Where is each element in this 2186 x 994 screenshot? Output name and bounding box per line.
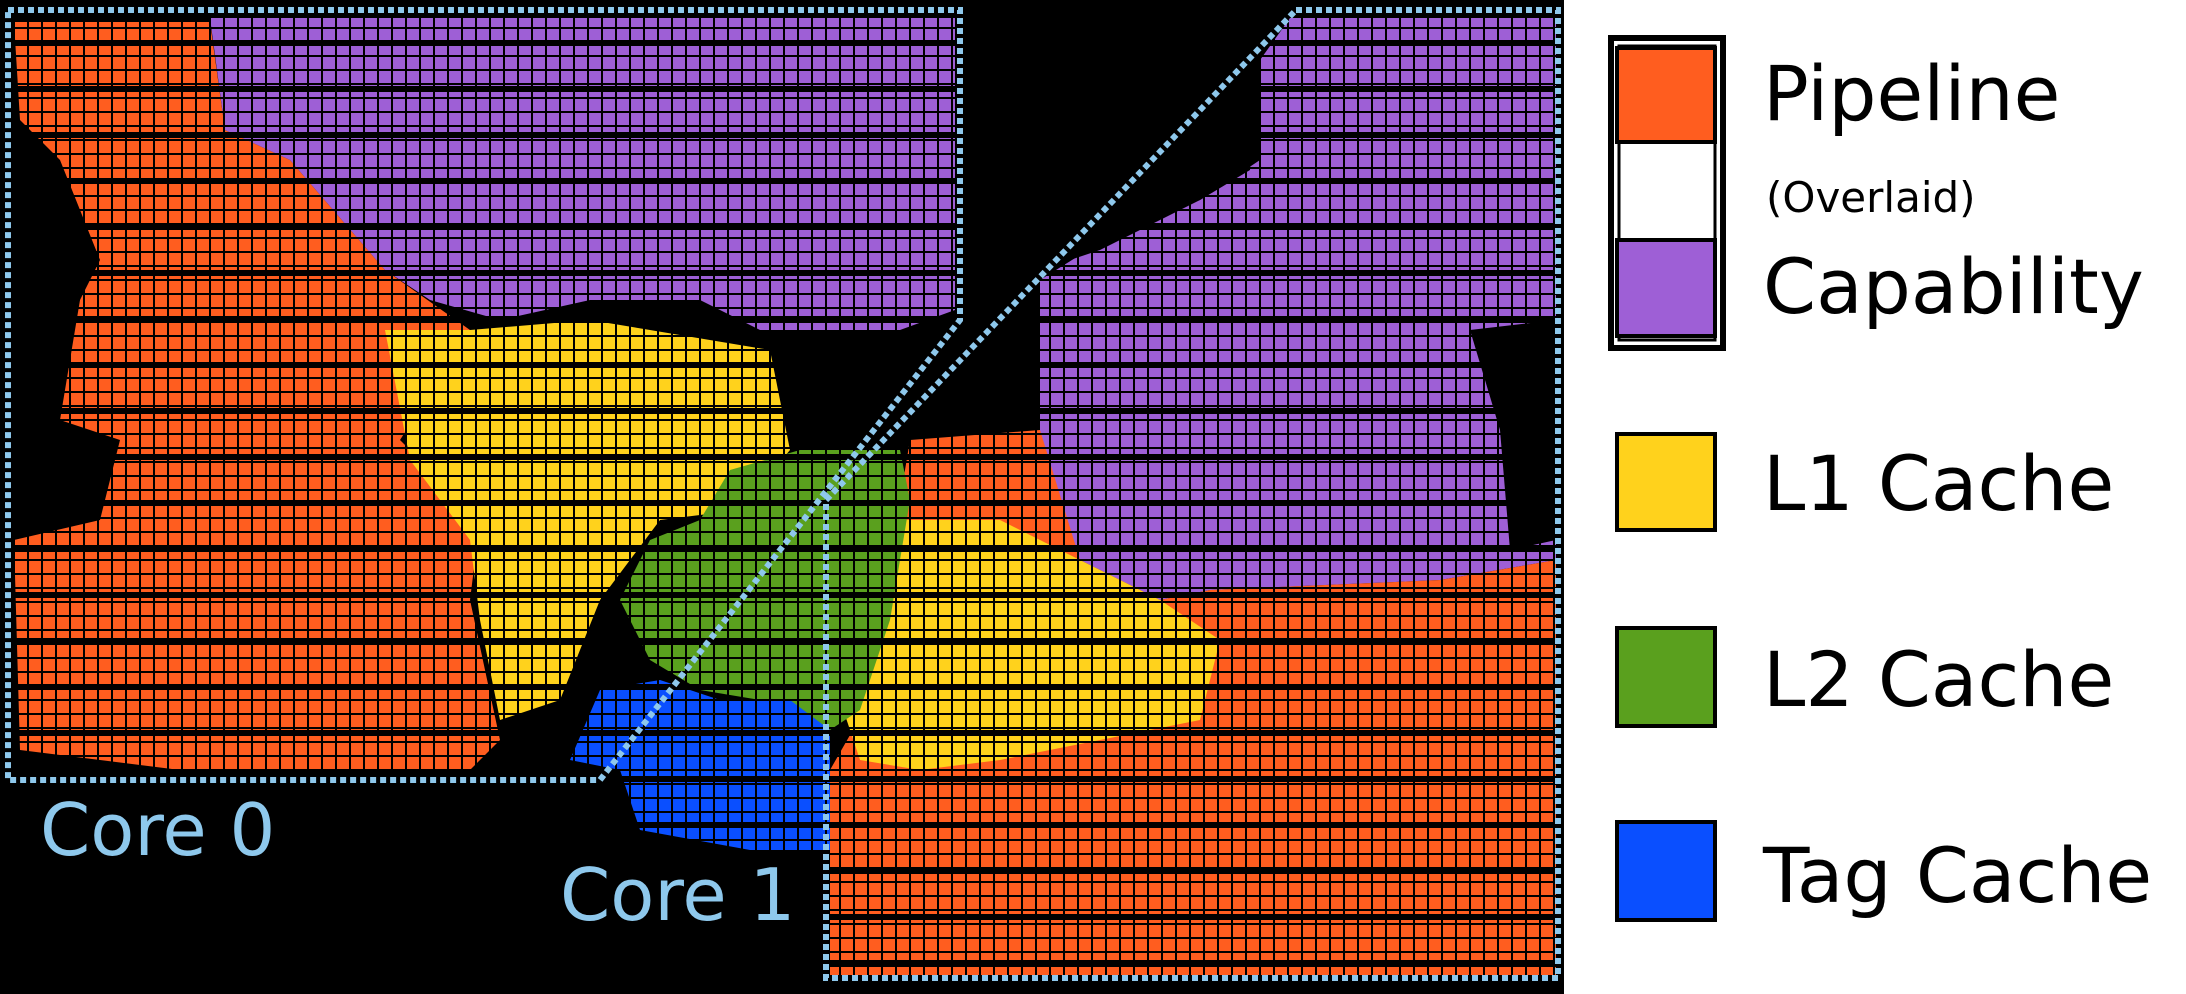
core1-label: Core 1: [560, 853, 795, 937]
l2-cache-swatch: [1615, 626, 1717, 728]
capability-label: Capability: [1763, 242, 2144, 331]
l2-cache-label: L2 Cache: [1763, 635, 2114, 724]
pipeline-swatch: [1615, 46, 1717, 144]
core0-label: Core 0: [40, 788, 275, 872]
tag-cache-label: Tag Cache: [1762, 831, 2152, 920]
cutouts: [14, 18, 1556, 975]
core1-outline: [823, 7, 1561, 981]
l1-cache-label: L1 Cache: [1763, 439, 2114, 528]
chip-floorplan: Core 0 Core 1: [0, 0, 1564, 994]
core0-outline: [5, 7, 963, 783]
pipeline-label: Pipeline: [1763, 49, 2060, 138]
capability-swatch: [1615, 238, 1717, 338]
tag-cache-swatch: [1615, 820, 1717, 922]
core-outlines: [5, 7, 1561, 981]
l1-cache-swatch: [1615, 432, 1717, 532]
overlaid-label: (Overlaid): [1766, 173, 1976, 222]
